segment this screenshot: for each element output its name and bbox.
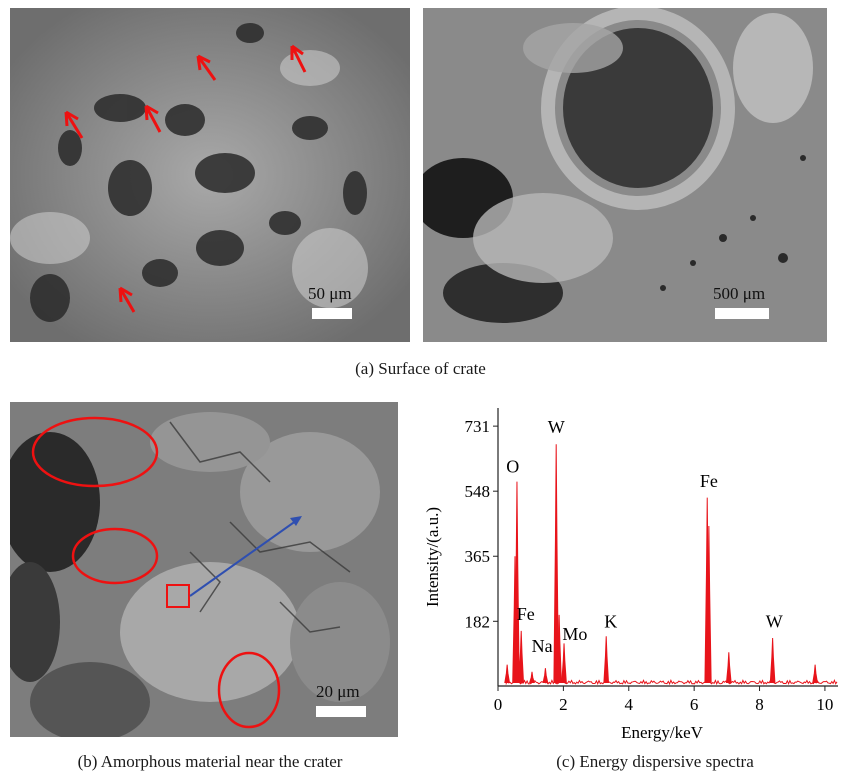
peak-label: Fe — [517, 604, 535, 624]
scale-bar-500um — [715, 308, 769, 319]
spectrum-peak — [725, 652, 732, 683]
y-tick-label: 731 — [465, 417, 491, 436]
spectrum-peak — [556, 614, 562, 683]
x-tick-label: 10 — [816, 695, 833, 714]
sem-texture-b — [10, 402, 398, 737]
spectrum-peak — [542, 668, 549, 683]
sem-image-amorphous: 20 μm — [10, 402, 398, 737]
peak-label: W — [548, 417, 565, 437]
peak-label: O — [506, 457, 519, 477]
spectrum-peak — [529, 671, 535, 683]
peak-label: K — [604, 611, 617, 631]
eds-spectrum-chart: 0 2 4 6 8 10 182 365 548 731 O W Fe Na Mo K Fe W Energy/… — [423, 408, 838, 742]
x-tick-label: 8 — [755, 695, 764, 714]
y-tick-label: 548 — [465, 482, 491, 501]
sem-texture-right — [423, 8, 827, 342]
spectrum-peak — [706, 526, 712, 683]
red-circles — [31, 416, 281, 729]
scale-label-500um: 500 μm — [713, 284, 766, 303]
spectrum-peak — [812, 664, 818, 683]
sem-texture-left — [10, 8, 410, 342]
spectrum-peak — [603, 636, 610, 683]
x-tick-label: 6 — [690, 695, 699, 714]
x-tick-label: 2 — [559, 695, 568, 714]
scale-label-20um: 20 μm — [316, 682, 360, 701]
sem-image-surface-50um: 50 μm — [10, 8, 410, 342]
scale-bar-50um — [312, 308, 352, 319]
spectrum-peak — [769, 637, 776, 683]
y-tick-label: 182 — [465, 612, 491, 631]
roi-box — [166, 584, 190, 608]
x-axis-label: Energy/keV — [621, 723, 704, 742]
y-tick-label: 365 — [465, 547, 491, 566]
red-arrows — [64, 44, 307, 313]
spectrum-peak — [561, 643, 567, 683]
y-axis-label: Intensity/(a.u.) — [423, 507, 442, 607]
peak-label: Fe — [700, 471, 718, 491]
scale-bar-20um — [316, 706, 366, 717]
peak-label: Na — [532, 636, 553, 656]
spectrum-peak — [504, 664, 511, 683]
peak-label: W — [766, 611, 783, 631]
spectrum-peak — [518, 630, 525, 683]
caption-c: (c) Energy dispersive spectra — [556, 752, 754, 771]
x-tick-label: 4 — [625, 695, 634, 714]
sem-image-surface-500um: 500 μm — [423, 8, 827, 342]
x-tick-label: 0 — [494, 695, 503, 714]
caption-b: (b) Amorphous material near the crater — [77, 752, 343, 771]
caption-a: (a) Surface of crate — [355, 359, 486, 378]
peak-label: Mo — [562, 624, 587, 644]
scale-label-50um: 50 μm — [308, 284, 352, 303]
